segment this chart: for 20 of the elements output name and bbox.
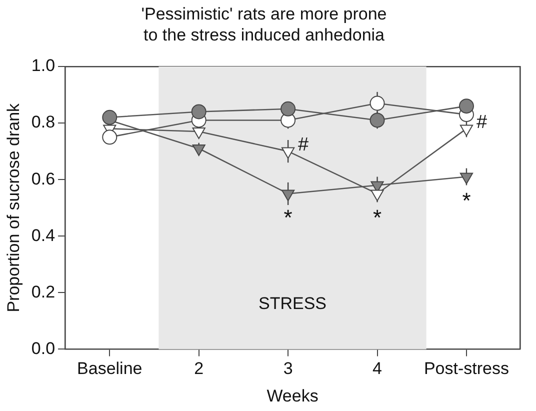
band-label: STRESS [258,294,327,313]
annotation: # [476,112,488,133]
x-axis-title: Weeks [266,386,318,406]
x-tick-label: 2 [194,359,204,378]
y-axis-title: Proportion of sucrose drank [4,102,23,312]
y-tick-label: 0.0 [31,338,56,358]
x-tick-label: 4 [372,359,382,378]
y-tick-label: 1.0 [31,56,56,76]
annotation: # [298,134,310,156]
y-tick-label: 0.8 [31,112,56,132]
x-tick-label: Baseline [77,359,142,378]
y-tick-label: 0.4 [31,226,56,245]
y-tick-label: 0.2 [31,282,56,302]
x-tick-label: Post-stress [424,359,509,378]
y-tick-label: 0.6 [31,169,56,188]
annotation: * [462,188,472,213]
annotation: * [284,204,293,230]
chart-title: 'Pessimistic' rats are more prone to the stress induced anhedonia [141,4,387,45]
annotation: * [372,204,382,230]
x-tick-label: 3 [283,359,293,378]
